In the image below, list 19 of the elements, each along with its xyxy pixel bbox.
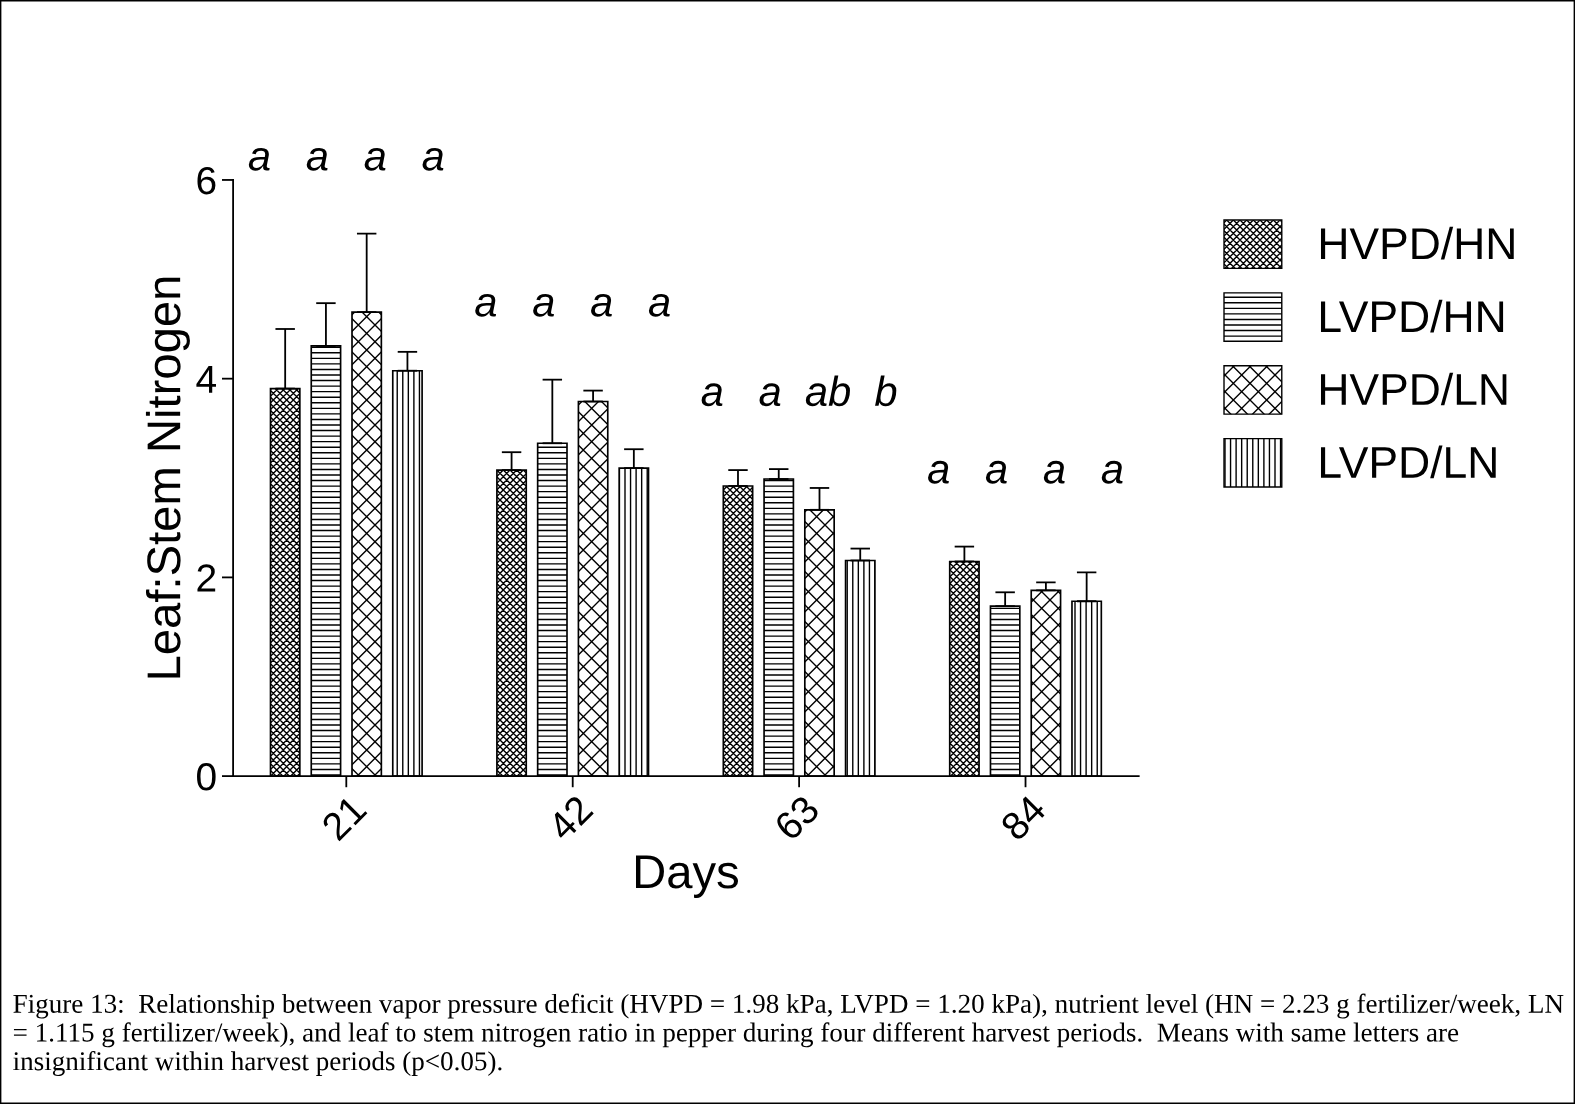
x-tick-label: 84	[999, 793, 1048, 842]
annotation: a a ab b	[701, 375, 897, 407]
annotation: a a a a	[475, 293, 670, 317]
x-tick-label: 63	[773, 794, 821, 842]
x-tick-label: 21	[320, 794, 368, 842]
legend-label: HVPD/LN	[1320, 372, 1507, 406]
y-tick-label: 4	[196, 366, 216, 393]
annotation: a a a a	[928, 460, 1123, 484]
legend-label: LVPD/HN	[1320, 299, 1504, 333]
y-tick-label: 2	[197, 564, 216, 592]
y-tick-label: 0	[197, 763, 216, 791]
x-tick-label: 42	[545, 794, 594, 842]
y-tick-label: 6	[197, 166, 216, 195]
legend-label: HVPD/HN	[1320, 226, 1514, 260]
x-axis-title: Days	[635, 855, 738, 898]
text: a a a a	[248, 147, 444, 171]
caption: Figure 13: Relationship between vapor pressure deficit (HVPD = 1.98 kPa, LVPD = 1.20 kPa), nutrient level (HN = 2.23 g fertilizer/week, LN = 1.115 g fertilizer/week), and leaf to stem nitrogen ratio in pepper during four different harvest periods. Means with same letters are insignificant within harvest periods (p<0.05).	[13, 993, 1564, 1076]
y-axis-title: Leaf:Stem Nitrogen	[145, 277, 190, 678]
legend-label: LVPD/LN	[1320, 445, 1496, 479]
